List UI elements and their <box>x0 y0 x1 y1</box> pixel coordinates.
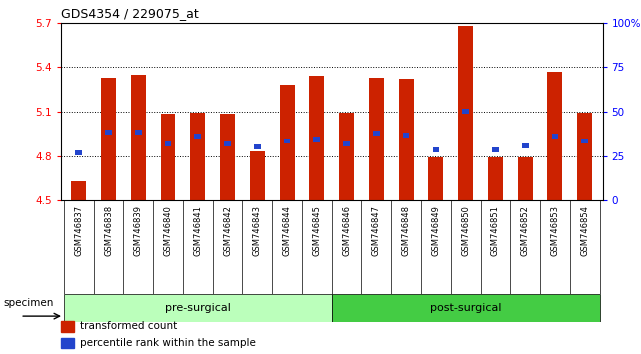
Bar <box>250 151 265 200</box>
Bar <box>492 147 499 152</box>
Text: transformed count: transformed count <box>80 321 178 331</box>
Text: GSM746838: GSM746838 <box>104 205 113 256</box>
Bar <box>161 114 176 200</box>
Text: GSM746839: GSM746839 <box>134 205 143 256</box>
Bar <box>190 113 205 200</box>
Text: GSM746843: GSM746843 <box>253 205 262 256</box>
Bar <box>403 133 410 138</box>
Bar <box>76 150 82 155</box>
Bar <box>343 142 350 147</box>
Bar <box>194 134 201 139</box>
Text: GSM746852: GSM746852 <box>520 205 529 256</box>
Bar <box>522 143 529 148</box>
Bar <box>61 337 74 348</box>
Text: specimen: specimen <box>3 298 54 308</box>
Bar <box>135 130 142 135</box>
Bar <box>254 144 261 149</box>
Text: GSM746846: GSM746846 <box>342 205 351 256</box>
Text: GSM746850: GSM746850 <box>461 205 470 256</box>
Bar <box>578 113 592 200</box>
Bar <box>458 26 473 200</box>
Text: post-surgical: post-surgical <box>430 303 501 313</box>
Bar <box>433 147 439 152</box>
Bar <box>518 157 533 200</box>
Bar <box>369 78 384 200</box>
Bar <box>224 142 231 147</box>
Text: GSM746841: GSM746841 <box>194 205 203 256</box>
Text: GDS4354 / 229075_at: GDS4354 / 229075_at <box>61 7 199 21</box>
Text: GSM746837: GSM746837 <box>74 205 83 256</box>
Bar <box>310 76 324 200</box>
Bar <box>61 321 74 331</box>
Bar <box>64 294 332 322</box>
Bar <box>71 181 86 200</box>
Bar <box>165 142 171 147</box>
Bar <box>399 79 413 200</box>
Bar <box>551 134 558 139</box>
Text: GSM746845: GSM746845 <box>312 205 321 256</box>
Text: GSM746847: GSM746847 <box>372 205 381 256</box>
Bar <box>581 138 588 143</box>
Text: GSM746840: GSM746840 <box>163 205 172 256</box>
Text: percentile rank within the sample: percentile rank within the sample <box>80 338 256 348</box>
Bar <box>428 157 444 200</box>
Bar <box>101 78 116 200</box>
Bar <box>313 137 320 142</box>
Text: pre-surgical: pre-surgical <box>165 303 231 313</box>
Bar <box>373 131 379 136</box>
Bar <box>332 294 599 322</box>
Bar <box>488 157 503 200</box>
Text: GSM746849: GSM746849 <box>431 205 440 256</box>
Bar <box>105 130 112 135</box>
Text: GSM746848: GSM746848 <box>402 205 411 256</box>
Bar <box>547 72 562 200</box>
Text: GSM746851: GSM746851 <box>491 205 500 256</box>
Text: GSM746853: GSM746853 <box>551 205 560 256</box>
Bar <box>284 138 290 143</box>
Bar <box>220 114 235 200</box>
Bar <box>279 85 294 200</box>
Text: GSM746854: GSM746854 <box>580 205 589 256</box>
Text: GSM746842: GSM746842 <box>223 205 232 256</box>
Bar <box>339 113 354 200</box>
Bar <box>462 109 469 114</box>
Bar <box>131 75 146 200</box>
Text: GSM746844: GSM746844 <box>283 205 292 256</box>
